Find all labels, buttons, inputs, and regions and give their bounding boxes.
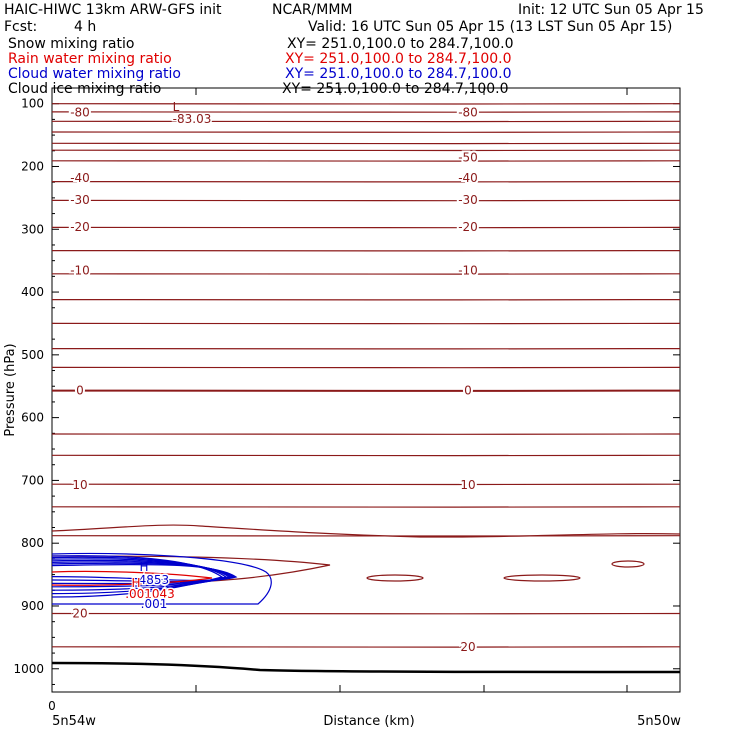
y-tick-label-900: 900 (21, 599, 44, 613)
isotherm-line-5 (51, 149, 681, 152)
isotherm-line-15 (51, 366, 681, 369)
isotherm-line-16 (51, 389, 681, 393)
isotherm-label-15: 20 (72, 607, 87, 621)
closed-contour-c (611, 560, 645, 568)
isotherm-line-17 (51, 432, 681, 436)
isotherm-line-14 (51, 347, 681, 350)
isotherm-line-1 (51, 110, 681, 113)
field-xy-rain: XY= 251.0,100.0 to 284.7,100.0 (285, 51, 512, 67)
y-tick-label-600: 600 (21, 411, 44, 425)
isotherm-line-11 (51, 272, 681, 275)
ground-surface-line (51, 661, 681, 674)
x-left-location-label: 5n54w (52, 714, 96, 729)
isotherm-line-10 (51, 249, 681, 252)
minimum-value: -83.03 (173, 112, 212, 126)
isotherm-label-11: 0 (76, 384, 84, 398)
isotherm-label-3: -40 (70, 171, 90, 185)
isotherm-line-2 (51, 120, 681, 123)
isotherm-label-0: -80 (70, 105, 90, 119)
isotherm-line-19 (51, 483, 681, 486)
isotherm-label-9: -10 (70, 264, 90, 278)
isotherm-label-13: 10 (72, 478, 87, 492)
field-name-cloud-ice: Cloud ice mixing ratio (8, 81, 162, 97)
valid-time: Valid: 16 UTC Sun 05 Apr 15 (13 LST Sun … (308, 19, 673, 35)
isotherm-line-20 (51, 505, 681, 508)
isotherm-label-4: -40 (458, 171, 478, 185)
y-tick-label-500: 500 (21, 348, 44, 362)
cloud-water-max-value: .4853 (135, 573, 169, 587)
closed-contour-a (366, 574, 424, 582)
field-xy-cloud-water: XY= 251.0,100.0 to 284.7,100.0 (285, 66, 512, 82)
x-right-location-label: 5n50w (637, 714, 681, 729)
isotherm-line-13 (51, 322, 681, 325)
isotherm-label-8: -20 (458, 220, 478, 234)
rain-max-value: .001043 (125, 587, 175, 601)
isotherm-line-18 (51, 454, 681, 457)
isotherm-line-12 (51, 298, 681, 301)
isotherm-line-3 (51, 130, 681, 134)
init-time: Init: 12 UTC Sun 05 Apr 15 (518, 2, 704, 18)
isotherm-line-21 (51, 534, 681, 537)
isotherm-label-1: -80 (458, 105, 478, 119)
closed-contour-b (503, 574, 581, 582)
org-label: NCAR/MMM (272, 2, 353, 18)
field-xy-cloud-ice: XY= 251.0,100.0 to 284.7,100.0 (282, 81, 509, 97)
isotherm-line-0 (51, 102, 681, 105)
rain-max-symbol: H (131, 576, 140, 590)
isotherm-label-14: 10 (460, 478, 475, 492)
field-xy-snow: XY= 251.0,100.0 to 284.7,100.0 (287, 36, 514, 52)
isotherm-line-8 (51, 199, 681, 202)
isotherm-label-7: -20 (70, 220, 90, 234)
field-name-snow: Snow mixing ratio (8, 36, 135, 52)
model-title: HAIC-HIWC 13km ARW-GFS init (4, 2, 222, 18)
forecast-hours: 4 h (74, 19, 97, 35)
cloud-water-max-symbol: H (139, 560, 148, 574)
y-tick-label-700: 700 (21, 473, 44, 487)
isotherm-line-9 (51, 226, 681, 229)
minimum-symbol: L (173, 100, 180, 114)
isotherm-label-12: 0 (464, 384, 472, 398)
y-tick-label-400: 400 (21, 285, 44, 299)
contour-labels: -80 -80 -50 -40 -40 -30 -30 -20 -20 -10 -10 0 0 10 10 2… (68, 103, 480, 655)
cloud-water-lowest-contour-label: .001 (141, 597, 168, 611)
x-axis (195, 88, 628, 692)
isotherm-label-6: -30 (458, 193, 478, 207)
isotherm-label-10: -10 (458, 264, 478, 278)
x-tick-label-zero: 0 (48, 699, 56, 713)
cloud-water-contour-0 (51, 555, 224, 598)
forecast-label: Fcst: (4, 19, 38, 35)
isotherm-line-7 (51, 180, 681, 183)
field-name-cloud-water: Cloud water mixing ratio (8, 66, 181, 82)
isotherm-line-wavy (51, 524, 681, 538)
plot-frame (51, 87, 681, 693)
cloud-water-contours (51, 552, 272, 605)
isotherm-line-22 (51, 612, 681, 615)
isotherm-label-2: -50 (458, 151, 478, 165)
isotherm-label-5: -30 (70, 193, 90, 207)
y-axis-title: Pressure (hPa) (3, 343, 18, 436)
isotherm-line-6 (51, 159, 681, 162)
x-axis-title: Distance (km) (323, 714, 414, 729)
y-tick-label-200: 200 (21, 159, 44, 173)
isotherm-label-16: 20 (460, 640, 475, 654)
isotherm-line-23 (51, 645, 681, 648)
cloud-water-contour-outer (51, 552, 272, 605)
rain-contour (51, 570, 213, 586)
y-tick-label-100: 100 (21, 97, 44, 111)
y-tick-label-800: 800 (21, 536, 44, 550)
cloud-water-contour-1 (51, 556, 228, 595)
y-tick-label-1000: 1000 (13, 662, 44, 676)
field-name-rain: Rain water mixing ratio (8, 51, 172, 67)
cloud-water-contour-6 (51, 563, 238, 582)
y-tick-label-300: 300 (21, 222, 44, 236)
isotherm-line-4 (51, 142, 681, 145)
